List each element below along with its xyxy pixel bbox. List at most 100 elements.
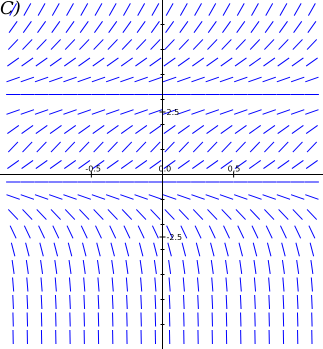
slope-segment bbox=[207, 21, 217, 33]
slope-segment bbox=[36, 141, 47, 153]
slope-segment bbox=[264, 141, 275, 153]
slope-segment bbox=[107, 209, 118, 220]
slope-segment bbox=[91, 109, 106, 115]
slope-segment bbox=[166, 225, 174, 239]
slope-segment bbox=[49, 194, 63, 200]
slope-segment bbox=[111, 277, 114, 292]
slope-segment bbox=[222, 21, 231, 33]
slope-segment bbox=[306, 39, 318, 50]
slope-segment bbox=[205, 109, 220, 115]
x-tick-label: 0.5 bbox=[228, 165, 241, 174]
slope-segment bbox=[296, 277, 299, 292]
slope-segment bbox=[249, 141, 261, 153]
slope-segment bbox=[77, 109, 92, 115]
slope-segment bbox=[105, 194, 120, 200]
slope-segment bbox=[266, 242, 272, 257]
slope-segment bbox=[21, 57, 34, 67]
slope-segment bbox=[165, 21, 175, 33]
slope-segment bbox=[268, 277, 271, 292]
slope-segment bbox=[292, 209, 303, 220]
slope-segment bbox=[83, 277, 86, 292]
slope-segment bbox=[11, 259, 15, 275]
slope-segment bbox=[49, 160, 62, 169]
x-tick-label: -0.5 bbox=[85, 165, 101, 174]
slope-segment bbox=[7, 39, 19, 50]
slope-segment bbox=[239, 277, 242, 292]
slope-segment bbox=[277, 57, 290, 67]
slope-segment bbox=[149, 57, 162, 67]
slope-segment bbox=[79, 39, 90, 50]
slope-segment bbox=[249, 209, 261, 220]
slope-segment bbox=[67, 242, 73, 257]
slope-segment bbox=[164, 141, 175, 153]
slope-segment bbox=[7, 57, 20, 67]
slope-segment bbox=[163, 125, 176, 134]
slope-segment bbox=[239, 259, 243, 275]
slope-segment bbox=[134, 194, 148, 200]
slope-segment bbox=[235, 209, 246, 220]
slope-segment bbox=[178, 39, 190, 50]
slope-segment bbox=[77, 194, 92, 200]
slope-segment bbox=[8, 21, 18, 33]
slope-segment bbox=[64, 209, 76, 220]
slope-segment bbox=[79, 141, 90, 153]
slope-segment bbox=[222, 3, 231, 16]
slope-segment bbox=[210, 242, 215, 257]
slope-segment bbox=[64, 141, 76, 153]
slope-segment bbox=[106, 160, 119, 169]
slope-segment bbox=[234, 125, 247, 134]
slope-segment bbox=[177, 76, 191, 83]
slope-segment bbox=[52, 225, 60, 239]
slope-segment bbox=[276, 76, 291, 83]
slope-segment bbox=[9, 3, 18, 16]
slope-segment bbox=[153, 259, 157, 275]
slope-segment bbox=[150, 141, 161, 153]
slope-segment bbox=[193, 21, 203, 33]
slope-segment bbox=[154, 277, 157, 292]
slope-segment bbox=[305, 76, 319, 83]
slope-segment bbox=[12, 277, 15, 292]
slope-segment bbox=[34, 109, 49, 115]
slope-segment bbox=[123, 225, 131, 239]
slope-segment bbox=[23, 225, 31, 239]
slope-segment bbox=[309, 242, 315, 257]
slope-segment bbox=[177, 109, 191, 115]
slope-segment bbox=[278, 209, 289, 220]
axis-ticks: -0.5 0.5 2.5 -2.5 0.0 bbox=[85, 24, 241, 325]
slope-segment bbox=[183, 294, 185, 310]
slope-segment bbox=[179, 21, 189, 33]
slope-segment bbox=[105, 76, 120, 83]
slope-segment bbox=[221, 209, 232, 220]
slope-segment bbox=[7, 141, 19, 153]
slope-segment bbox=[248, 125, 261, 134]
slope-segment bbox=[79, 21, 89, 33]
slope-segment bbox=[197, 294, 199, 310]
slope-segment bbox=[106, 57, 119, 67]
slope-segment bbox=[134, 76, 148, 83]
slope-segment bbox=[221, 141, 232, 153]
slope-segment bbox=[278, 21, 288, 33]
slope-segment bbox=[83, 294, 86, 310]
slope-segment bbox=[10, 242, 16, 257]
slope-segment bbox=[50, 141, 61, 153]
slope-segment bbox=[50, 209, 61, 220]
slope-segment bbox=[150, 209, 161, 220]
slope-segment bbox=[93, 39, 104, 50]
slope-segment bbox=[264, 21, 274, 33]
slope-segment bbox=[248, 57, 261, 67]
slope-segment bbox=[40, 259, 44, 275]
slope-segment bbox=[178, 209, 190, 220]
slope-segment bbox=[107, 141, 118, 153]
slope-segment bbox=[54, 277, 57, 292]
y-tick-label: -2.5 bbox=[167, 233, 183, 242]
slope-segment bbox=[250, 21, 260, 33]
slope-segment bbox=[233, 76, 248, 83]
slope-segment bbox=[97, 294, 100, 310]
slope-segment bbox=[20, 194, 35, 200]
slope-segment bbox=[252, 242, 258, 257]
slope-segment bbox=[54, 259, 58, 275]
slope-segment bbox=[237, 225, 245, 239]
slope-segment bbox=[207, 141, 218, 153]
slope-segment bbox=[39, 242, 44, 257]
slope-segment bbox=[236, 21, 246, 33]
